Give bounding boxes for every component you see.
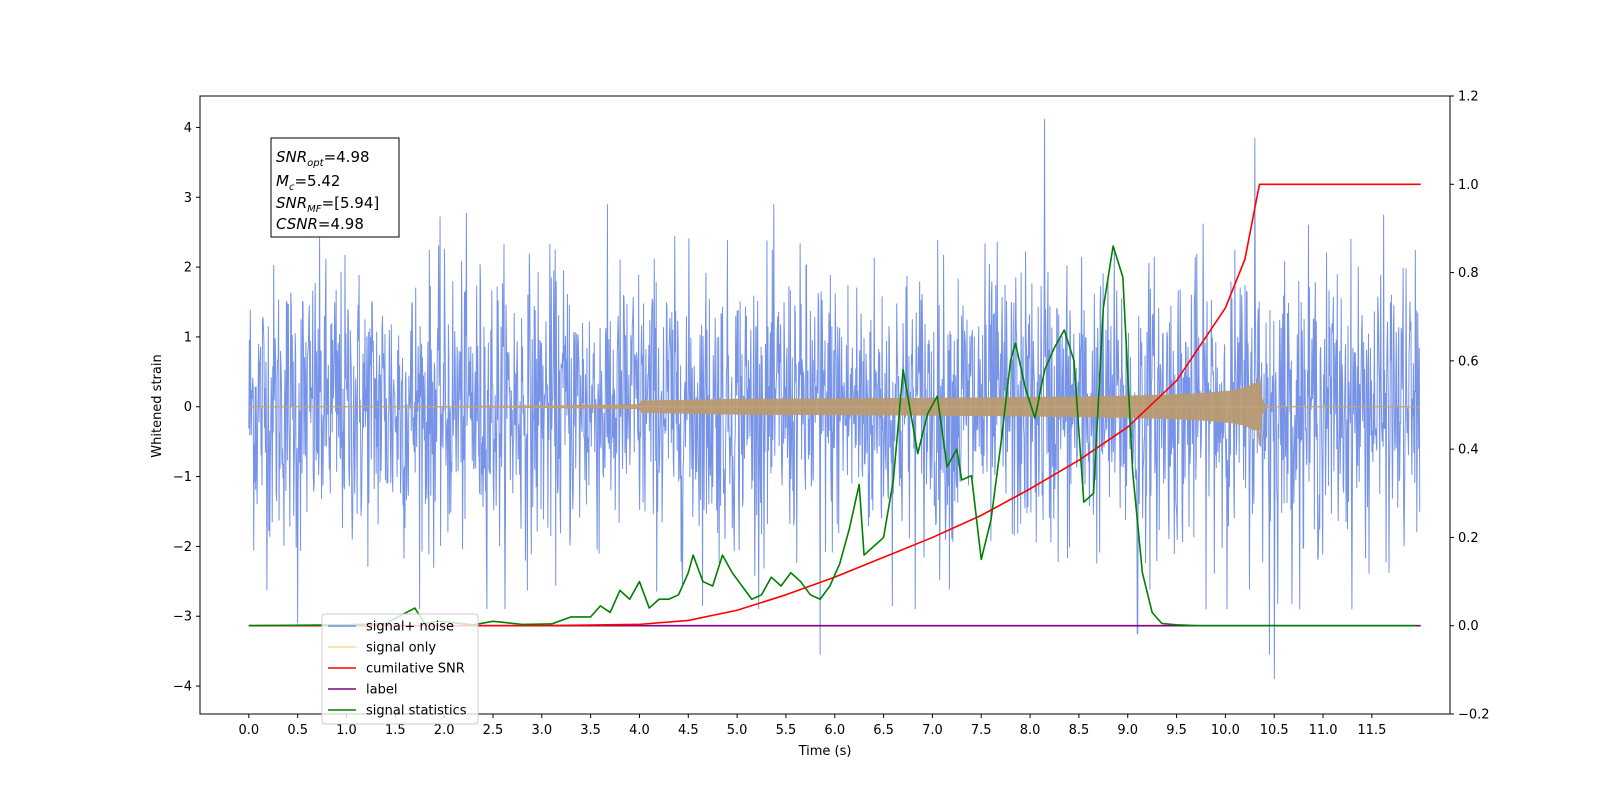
x-axis-ticks: 0.0 0.5 1.0 1.5 2.0 2.5 3.0 3.5 4.0 4.5 5.0 5.5 6.0 6…: [238, 714, 1386, 738]
x-tick-label: 4.5: [678, 723, 699, 738]
x-tick-label: 5.5: [776, 723, 797, 738]
x-tick-label: 5.0: [727, 723, 748, 738]
legend-label: signal only: [366, 641, 436, 656]
x-tick-label: 7.5: [971, 723, 992, 738]
y2-tick-label: 1.0: [1458, 178, 1479, 193]
y2-tick-label: 1.2: [1458, 90, 1479, 105]
y2-tick-label: −0.2: [1458, 708, 1490, 723]
x-tick-label: 10.0: [1211, 723, 1240, 738]
x-tick-label: 9.5: [1166, 723, 1187, 738]
x-tick-label: 8.0: [1020, 723, 1041, 738]
legend: signal+ noise signal only cumilative SNR la…: [321, 613, 479, 725]
x-tick-label: 6.5: [873, 723, 894, 738]
x-tick-label: 10.5: [1260, 723, 1289, 738]
series-cumulative-snr: [248, 183, 1421, 627]
series-signal-noise: [248, 119, 1421, 680]
series-signal-statistics: [248, 245, 1416, 627]
y2-tick-label: 0.4: [1458, 443, 1479, 458]
x-tick-label: 11.0: [1309, 723, 1338, 738]
annotation-snr-mf: SNRMF=[5.94]: [276, 194, 379, 215]
x-tick-label: 3.5: [580, 723, 601, 738]
y-tick-label: 1: [184, 330, 192, 345]
y2-tick-label: 0.2: [1458, 531, 1479, 546]
x-tick-label: 3.0: [531, 723, 552, 738]
x-tick-label: 6.0: [824, 723, 845, 738]
annotation-snr-opt: SNRopt=4.98: [276, 148, 370, 169]
y2-axis-ticks: 1.2 1.0 0.8 0.6 0.4 0.2 0.0 −0.2: [1450, 90, 1490, 723]
y-tick-label: 2: [184, 261, 192, 276]
legend-label: cumilative SNR: [366, 662, 465, 677]
x-tick-label: 0.5: [287, 723, 308, 738]
x-tick-label: 8.5: [1069, 723, 1090, 738]
series-signal-only-merger-peak: [1256, 375, 1263, 404]
plot-frame: [199, 95, 1451, 715]
x-tick-label: 0.0: [238, 723, 259, 738]
y-tick-label: −4: [173, 680, 192, 695]
y-tick-label: −2: [173, 540, 192, 555]
series-signal-only-merger-trough: [1256, 410, 1263, 446]
legend-label: signal statistics: [366, 704, 467, 719]
y-tick-label: 4: [184, 121, 192, 136]
y-tick-label: −1: [173, 470, 192, 485]
x-tick-label: 9.0: [1117, 723, 1138, 738]
annotation-csnr: CSNR=4.98: [276, 215, 364, 233]
y2-tick-label: 0.0: [1458, 619, 1479, 634]
annotation-mc: Mc=5.42: [276, 172, 340, 193]
y-axis-ticks: 4 3 2 1 0 −1 −2 −3 −4: [173, 121, 200, 695]
y-axis-label: Whitened strain: [150, 354, 165, 457]
x-tick-label: 2.0: [434, 723, 455, 738]
y-tick-label: 0: [184, 400, 192, 415]
y2-tick-label: 0.6: [1458, 354, 1479, 369]
x-tick-label: 7.0: [922, 723, 943, 738]
x-tick-label: 11.5: [1357, 723, 1386, 738]
x-tick-label: 1.5: [385, 723, 406, 738]
legend-box: [321, 613, 479, 725]
x-tick-label: 1.0: [336, 723, 357, 738]
x-tick-label: 4.0: [629, 723, 650, 738]
legend-label: signal+ noise: [366, 620, 454, 635]
y-tick-label: 3: [184, 191, 192, 206]
x-axis-label: Time (s): [798, 744, 852, 759]
y2-tick-label: 0.8: [1458, 266, 1479, 281]
legend-label: label: [366, 683, 397, 698]
x-tick-label: 2.5: [483, 723, 504, 738]
annotation-box: SNRopt=4.98 Mc=5.42 SNRMF=[5.94] CSNR=4.…: [270, 137, 400, 238]
y-tick-label: −3: [173, 610, 192, 625]
series-layer: [248, 119, 1421, 680]
